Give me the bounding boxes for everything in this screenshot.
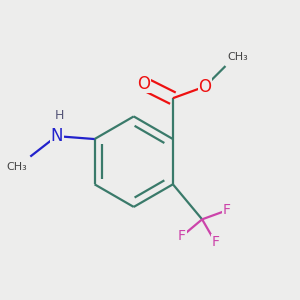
Text: O: O <box>199 77 212 95</box>
Text: CH₃: CH₃ <box>7 162 27 172</box>
Text: O: O <box>137 75 150 93</box>
Text: F: F <box>223 203 231 218</box>
Text: H: H <box>55 109 64 122</box>
Text: F: F <box>211 235 219 249</box>
Text: F: F <box>178 229 186 243</box>
Text: N: N <box>50 127 63 145</box>
Text: CH₃: CH₃ <box>227 52 248 62</box>
